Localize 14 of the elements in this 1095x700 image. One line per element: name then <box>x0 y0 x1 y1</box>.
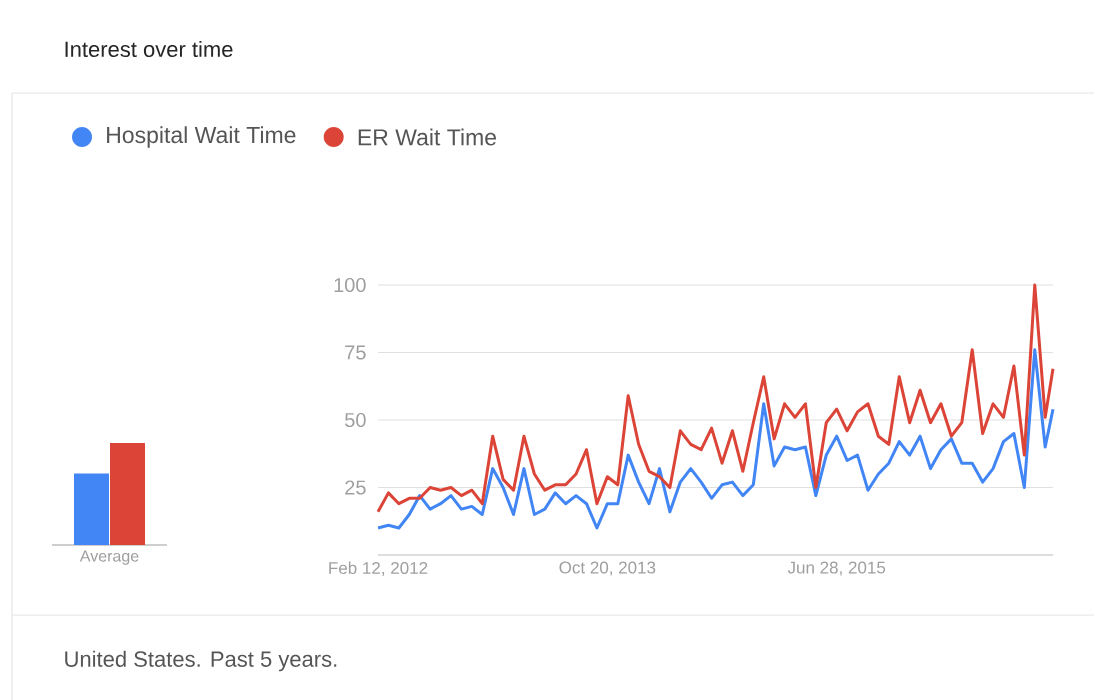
line-series <box>376 283 1055 514</box>
legend-label: Hospital Wait Time <box>107 126 296 148</box>
y-tick-label: 25 <box>345 480 366 495</box>
y-tick-label: 75 <box>345 345 366 360</box>
x-tick-label: Feb 12, 2012 <box>329 561 428 576</box>
text: United States. Past 5 years. <box>65 650 337 672</box>
legend-label: ER Wait Time <box>358 128 497 146</box>
y-tick-label: 50 <box>345 412 366 427</box>
x-tick-label: Average <box>79 550 139 565</box>
line-series <box>376 348 1055 530</box>
x-tick-label: Oct 20, 2013 <box>559 561 656 576</box>
x-tick-label: Jun 28, 2015 <box>787 561 886 576</box>
y-tick-label: 100 <box>334 277 366 292</box>
text: Interest over time <box>65 40 233 57</box>
